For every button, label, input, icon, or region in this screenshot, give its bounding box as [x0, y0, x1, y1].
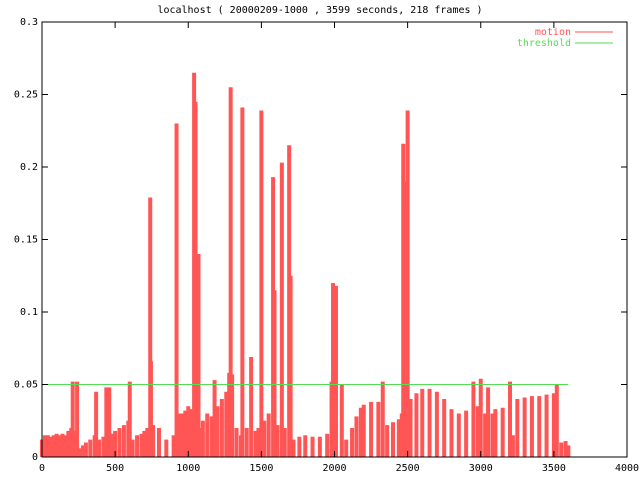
- x-tick-label: 1000: [176, 463, 200, 474]
- x-tick-label: 3000: [469, 463, 493, 474]
- y-tick-label: 0.2: [20, 162, 38, 173]
- plot: [40, 72, 571, 457]
- legend-label: motion: [535, 27, 571, 38]
- x-tick-label: 4000: [615, 463, 639, 474]
- y-tick-label: 0: [32, 452, 38, 463]
- y-tick-label: 0.1: [20, 307, 38, 318]
- y-tick-label: 0.3: [20, 17, 38, 28]
- x-tick-label: 2500: [396, 463, 420, 474]
- x-tick-label: 3500: [542, 463, 566, 474]
- x-tick-label: 500: [106, 463, 124, 474]
- legend-label: threshold: [517, 38, 571, 49]
- x-tick-label: 2000: [322, 463, 346, 474]
- chart-title: localhost ( 20000209-1000 , 3599 seconds…: [157, 5, 482, 16]
- y-tick-label: 0.25: [14, 90, 38, 101]
- x-tick-label: 1500: [249, 463, 273, 474]
- y-tick-label: 0.05: [14, 380, 38, 391]
- x-tick-label: 0: [39, 463, 45, 474]
- y-tick-label: 0.15: [14, 235, 38, 246]
